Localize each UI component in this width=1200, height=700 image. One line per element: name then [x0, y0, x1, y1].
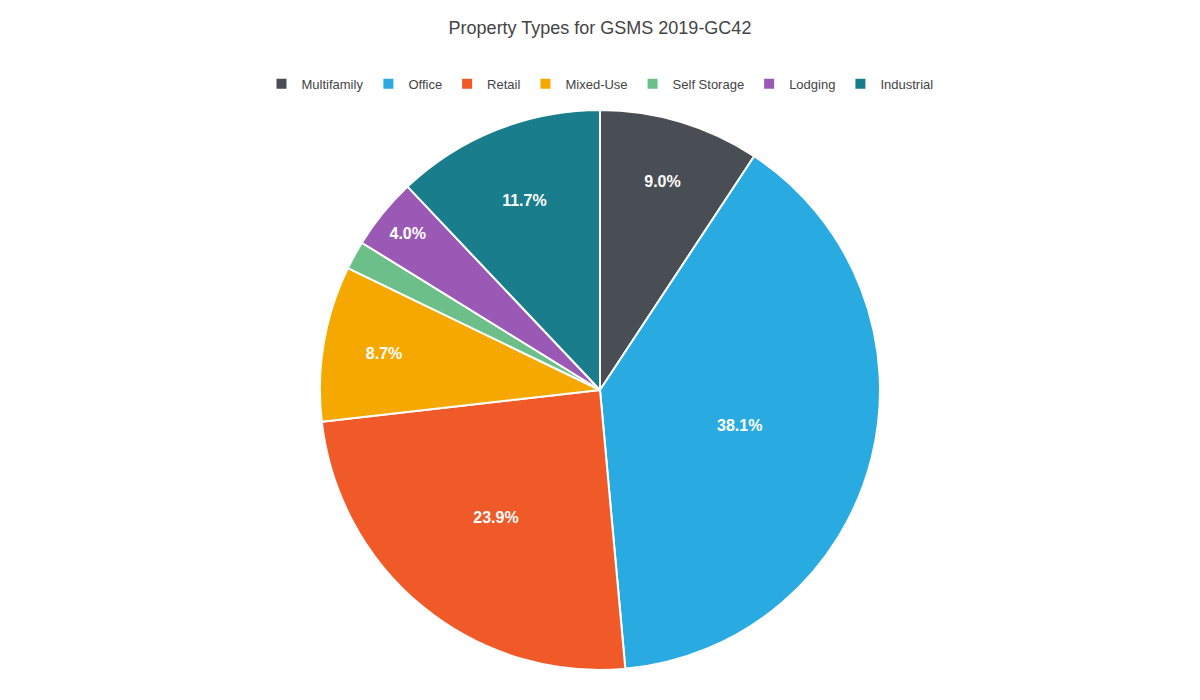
- svg-text:23.9%: 23.9%: [473, 509, 518, 526]
- svg-text:Lodging: Lodging: [789, 77, 835, 92]
- svg-text:38.1%: 38.1%: [717, 417, 762, 434]
- svg-text:Property Types for GSMS 2019-G: Property Types for GSMS 2019-GC42: [449, 18, 752, 38]
- svg-text:Retail: Retail: [487, 77, 520, 92]
- svg-text:4.0%: 4.0%: [389, 225, 425, 242]
- svg-text:9.0%: 9.0%: [644, 173, 680, 190]
- svg-text:Office: Office: [408, 77, 442, 92]
- svg-text:11.7%: 11.7%: [502, 192, 546, 209]
- svg-text:Self Storage: Self Storage: [673, 77, 745, 92]
- svg-text:Mixed-Use: Mixed-Use: [565, 77, 627, 92]
- svg-text:Industrial: Industrial: [880, 77, 933, 92]
- svg-text:Multifamily: Multifamily: [302, 77, 364, 92]
- svg-text:8.7%: 8.7%: [366, 345, 402, 362]
